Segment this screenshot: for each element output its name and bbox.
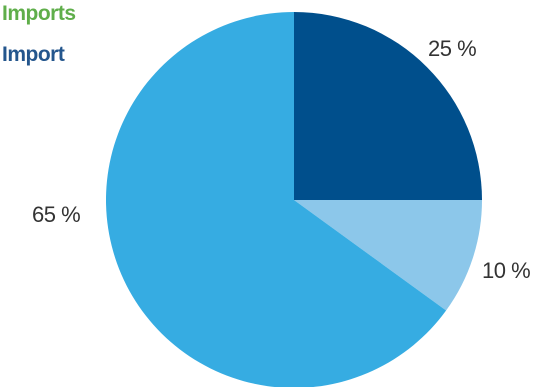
- slice-label-2: 65 %: [32, 202, 81, 227]
- slice-label-1: 10 %: [482, 258, 531, 283]
- pie-slice-1: [294, 200, 482, 311]
- chart-title: Imports: [2, 2, 76, 25]
- chart-subtitle: Import: [2, 43, 65, 66]
- pie-slice-2: [106, 12, 447, 387]
- pie-slice-0: [294, 12, 482, 200]
- slice-label-0: 25 %: [428, 36, 477, 61]
